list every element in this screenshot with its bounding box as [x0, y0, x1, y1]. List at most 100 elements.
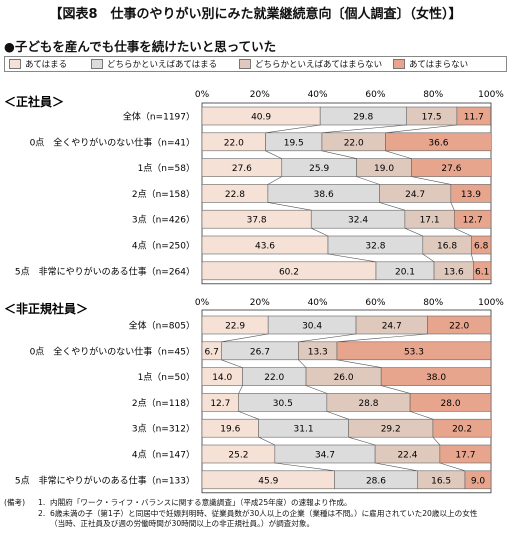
chart-1-connector-5-2: [375, 462, 418, 472]
chart-0-value-label-5-2: 16.8: [437, 242, 457, 252]
note-row-1: (備考) 1. 内閣府「ワーク・ライフ・バランスに関する意識調査」（平成25年度…: [4, 498, 509, 509]
chart-0-connector-3-2: [379, 202, 405, 211]
legend-swatch-2: [91, 59, 103, 69]
chart-1-connector-4-2: [348, 436, 376, 446]
chart-0-connector-2-3: [411, 176, 451, 185]
chart-1-category-label-4: 3点（n=312）: [132, 424, 195, 435]
chart-1-value-label-3-2: 28.8: [358, 399, 378, 409]
chart-1-connector-1-2: [298, 359, 307, 368]
chart-0-value-label-2-2: 19.0: [374, 164, 394, 174]
chart-0-connector-3-3: [450, 202, 455, 211]
chart-1-value-label-6-2: 16.5: [431, 476, 451, 486]
chart-0-value-label-5-0: 43.6: [255, 242, 275, 252]
chart-0-connector-1-1: [265, 150, 282, 159]
chart-1-value-label-2-0: 14.0: [212, 373, 232, 383]
chart-1-category-label-5: 4点（n=147）: [132, 450, 195, 461]
chart-1-connector-4-1: [258, 436, 275, 446]
chart-1-value-label-5-2: 22.4: [397, 451, 417, 461]
chart-1-value-label-2-3: 38.0: [426, 373, 446, 383]
chart-0-value-label-2-1: 25.9: [309, 164, 329, 174]
chart-0-bar-1-series-3: [385, 132, 492, 152]
chart-1-connector-1-1: [221, 359, 243, 368]
chart-0-connector-5-3: [471, 253, 474, 262]
note-text-1: 内閣府「ワーク・ライフ・バランスに関する意識調査」（平成25年度）の速報より作成…: [50, 498, 352, 507]
chart-1-bar-6-series-3: [464, 470, 492, 490]
chart-0-connector-1-3: [385, 150, 412, 159]
chart-0-connector-1-2: [321, 150, 357, 159]
chart-0-connector-4-1: [311, 227, 329, 237]
chart-1-connector-2-3: [381, 385, 411, 394]
note-row-2: 2. 6歳未満の子（第1子）と同居中で妊娠判明時、従業員数が30人以上の企業（業…: [4, 509, 509, 520]
legend-swatch-3: [239, 59, 251, 69]
chart-0-value-label-1-0: 22.0: [224, 138, 244, 148]
chart-0-value-label-4-1: 32.4: [348, 216, 368, 226]
legend-label-1: あてはまる: [25, 60, 68, 70]
chart-0-value-label-1-3: 36.6: [428, 138, 448, 148]
note-number-1: 1.: [38, 498, 46, 507]
chart-0-bar-6-series-3: [473, 261, 492, 281]
chart-0-category-label-3: 2点（n=158）: [132, 189, 195, 200]
chart-0-bar-4-series-3: [453, 209, 492, 229]
chart-0-x-tick-0: 0%: [195, 90, 210, 100]
legend-label-2: どちらかといえばあてはまる: [107, 60, 218, 70]
chart-0-connector-5-2: [422, 253, 435, 263]
chart-0-value-label-2-3: 27.6: [441, 164, 461, 174]
chart-1-value-label-1-3: 53.3: [404, 347, 424, 357]
chart-0-bar-5-series-3: [471, 235, 492, 255]
chart-1-value-label-5-3: 17.7: [455, 451, 475, 461]
chart-1-x-tick-4: 80%: [423, 298, 443, 308]
chart-1-category-label-1: 0点 全くやりがいのない仕事（n=45）: [30, 345, 195, 357]
chart-0-x-tick-5: 100%: [478, 90, 504, 100]
chart-0-connector-4-2: [404, 227, 423, 237]
chart-1-x-tick-0: 0%: [195, 298, 210, 308]
chart-0-category-label-4: 3点（n=426）: [132, 215, 195, 226]
chart-1-value-label-1-2: 13.3: [308, 347, 328, 357]
chart-0-value-label-5-3: 6.8: [474, 242, 489, 252]
chart-1-x-tick-3: 60%: [365, 298, 385, 308]
legend-item-4: あてはまらない: [393, 58, 468, 70]
chart-1-value-label-0-1: 30.4: [302, 322, 322, 332]
chart-0-x-tick-2: 40%: [308, 90, 328, 100]
figure-title: 【図表8 仕事のやりがい別にみた就業継続意向〔個人調査〕（女性）】: [49, 7, 462, 22]
chart-1-value-label-3-0: 12.7: [210, 399, 230, 409]
chart-1-category-label-2: 1点（n=50）: [138, 372, 195, 383]
note-text-2: 6歳未満の子（第1子）と同居中で妊娠判明時、従業員数が30人以上の企業（業種は不…: [50, 508, 478, 518]
chart-1-value-label-3-1: 30.5: [273, 399, 293, 409]
chart-1-connector-0-2: [298, 333, 357, 343]
chart-1-connector-3-1: [238, 411, 259, 420]
chart-0-bar-3-series-3: [450, 184, 492, 203]
legend-item-3: どちらかといえばあてはまらない: [239, 58, 382, 70]
note-number-2: 2.: [38, 508, 46, 518]
chart-0-x-tick-4: 80%: [423, 90, 443, 100]
chart-0-connector-3-1: [267, 202, 312, 211]
chart-1-connector-5-3: [439, 462, 466, 472]
chart-1-x-tick-5: 100%: [478, 298, 504, 308]
chart-0-x-tick-3: 60%: [365, 90, 385, 100]
chart-1-connector-0-1: [221, 333, 269, 343]
chart-0-bar-0-series-3: [456, 106, 492, 126]
chart-1-value-label-0-3: 22.0: [449, 322, 469, 332]
chart-1-connector-3-2: [326, 411, 349, 420]
chart-0-value-label-4-2: 17.1: [420, 216, 440, 226]
chart-0-category-label-1: 0点 全くやりがいのない仕事（n=41）: [30, 136, 195, 148]
chart-1-x-tick-1: 20%: [250, 298, 270, 308]
legend-swatch-1: [9, 59, 21, 69]
chart-0-connector-2-1: [267, 176, 282, 185]
chart-1-category-label-0: 全体（n=805）: [129, 320, 195, 332]
chart-0-value-label-6-1: 20.1: [395, 267, 415, 277]
chart-0-bar-2-series-3: [411, 158, 492, 177]
chart-0-connector-4-3: [454, 227, 472, 237]
chart-1-value-label-3-3: 28.0: [441, 399, 461, 409]
legend-label-4: あてはまらない: [409, 60, 469, 70]
chart-1-category-label-3: 2点（n=118）: [132, 398, 195, 409]
chart-1-bar-5-series-3: [439, 444, 492, 464]
chart-1-x-tick-2: 40%: [308, 298, 328, 308]
chart-0-connector-0-2: [321, 124, 407, 134]
chart-1-value-label-4-1: 31.1: [294, 425, 314, 435]
chart-0-value-label-3-0: 22.8: [225, 190, 245, 200]
chart-1-value-label-1-1: 26.7: [250, 347, 270, 357]
chart-0-value-label-3-2: 24.7: [405, 190, 425, 200]
chart-1-value-label-2-2: 26.0: [334, 373, 354, 383]
chart-1-connector-0-3: [336, 333, 428, 343]
chart-1-connector-5-1: [274, 462, 335, 472]
